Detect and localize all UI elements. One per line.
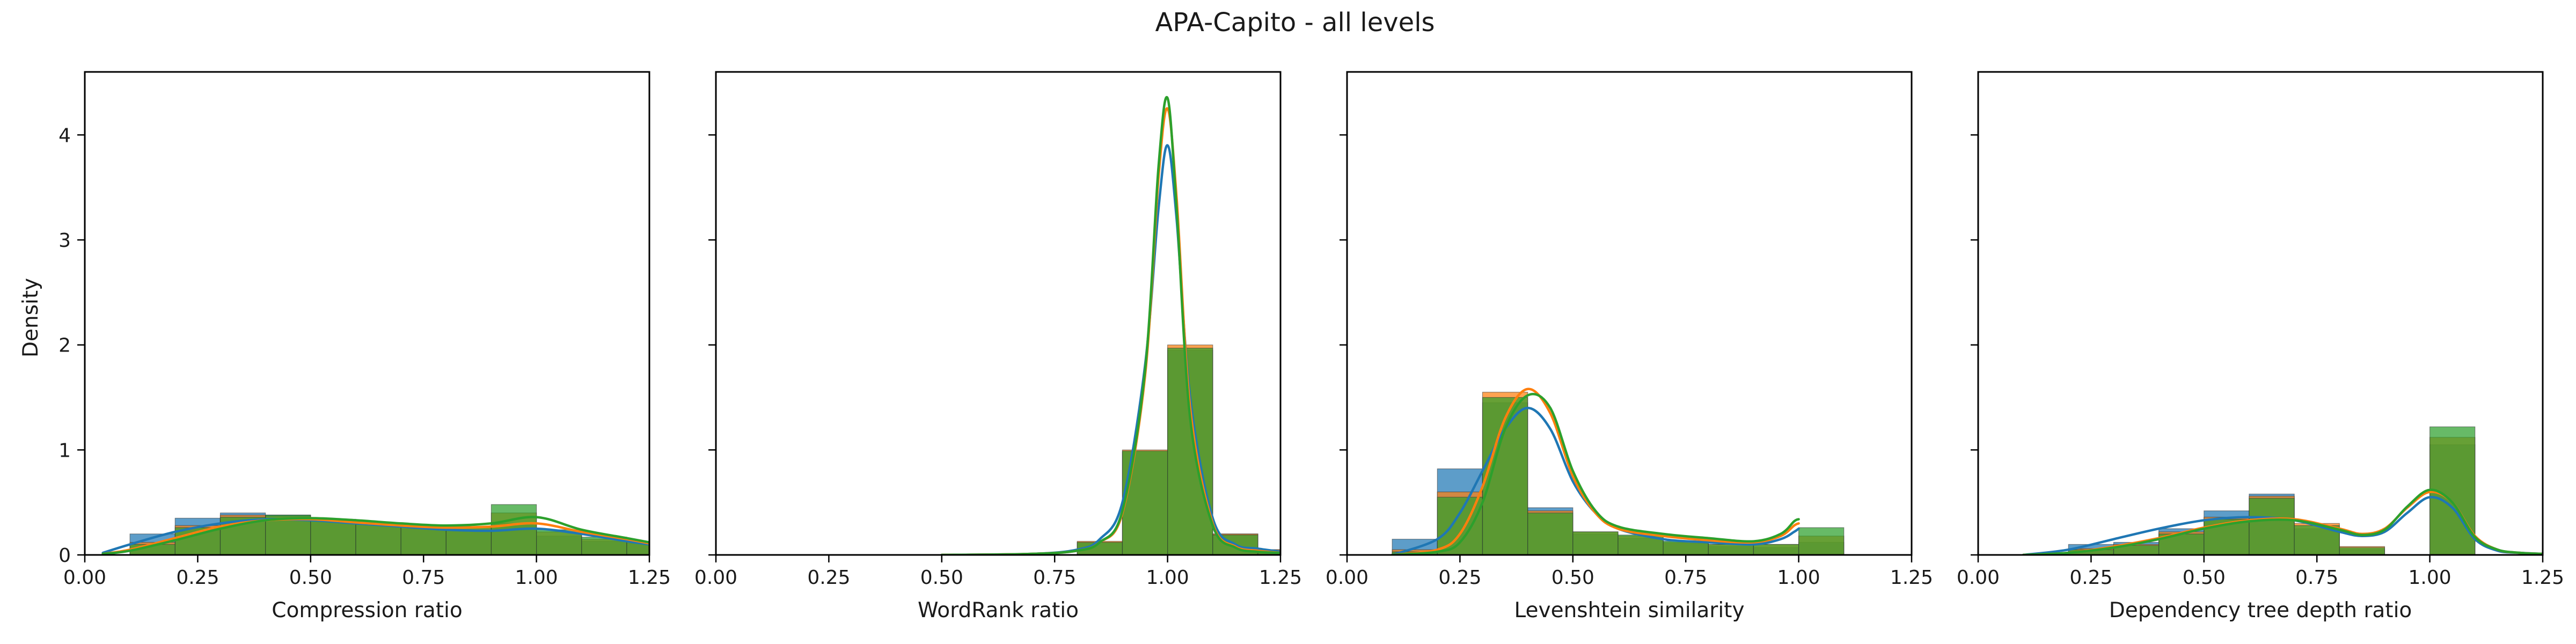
histogram-bar bbox=[1708, 544, 1754, 555]
kde-line bbox=[2022, 488, 2543, 555]
x-axis-label: Compression ratio bbox=[272, 598, 462, 623]
kde-line bbox=[101, 516, 649, 555]
x-tick-label: 0.50 bbox=[289, 567, 332, 589]
kde-line bbox=[2022, 495, 2543, 555]
kde-line bbox=[101, 517, 649, 555]
y-tick-label: 1 bbox=[58, 440, 71, 462]
panel-2: 0.00 0.25 0.50 0.75 1.00 1.25 WordRank ratio bbox=[694, 71, 1302, 623]
x-tick-label: 0.75 bbox=[402, 567, 445, 589]
x-tick-label: 1.25 bbox=[2521, 567, 2564, 589]
panel-3: 0.00 0.25 0.50 0.75 1.00 1.25 Levenshtein simi… bbox=[1326, 71, 1933, 623]
histogram-bar bbox=[2249, 497, 2295, 555]
plot-area bbox=[101, 504, 649, 555]
histogram-bar bbox=[1527, 513, 1574, 555]
x-tick-label: 1.00 bbox=[2409, 567, 2451, 589]
histogram-bar bbox=[310, 518, 356, 555]
x-tick-label: 1.25 bbox=[628, 567, 671, 589]
histogram-bar bbox=[1572, 531, 1619, 555]
kde-line bbox=[1391, 392, 1800, 555]
histogram-bar bbox=[1798, 527, 1845, 555]
y-tick-label: 0 bbox=[58, 545, 71, 567]
kde-line bbox=[940, 107, 1280, 555]
histogram-bar bbox=[1167, 347, 1213, 555]
x-axis-label: Levenshtein similarity bbox=[1514, 598, 1744, 623]
x-tick-label: 0.00 bbox=[1957, 567, 2000, 589]
plot-area bbox=[940, 96, 1280, 555]
y-tick-label: 3 bbox=[58, 230, 71, 252]
x-tick-label: 0.75 bbox=[1033, 567, 1076, 589]
x-tick-label: 0.75 bbox=[1664, 567, 1707, 589]
x-tick-label: 0.00 bbox=[694, 567, 737, 589]
x-tick-label: 0.50 bbox=[920, 567, 963, 589]
x-tick-label: 0.25 bbox=[176, 567, 219, 589]
panel-4: 0.00 0.25 0.50 0.75 1.00 1.25 Dependency tree … bbox=[1957, 71, 2564, 623]
x-tick-label: 0.00 bbox=[63, 567, 106, 589]
panels: 0.00 0.25 0.50 0.75 1.00 1.25 0 1 2 3 4 Compression… bbox=[58, 71, 2564, 623]
kde-line bbox=[1391, 406, 1800, 555]
axes-frame bbox=[1977, 71, 2544, 556]
kde-line bbox=[940, 96, 1280, 555]
figure-title: APA-Capito - all levels bbox=[1155, 8, 1435, 38]
x-tick-label: 0.25 bbox=[2069, 567, 2112, 589]
histogram-bar bbox=[1663, 540, 1709, 555]
histogram-bar bbox=[2339, 547, 2385, 555]
y-axis-label: Density bbox=[19, 278, 43, 357]
axes-frame bbox=[715, 71, 1282, 556]
y-tick-label: 2 bbox=[58, 335, 71, 357]
histogram-bar bbox=[265, 515, 311, 555]
axes-frame bbox=[84, 71, 650, 556]
x-axis-label: WordRank ratio bbox=[918, 598, 1079, 623]
x-tick-label: 1.00 bbox=[1777, 567, 1820, 589]
x-tick-label: 1.25 bbox=[1259, 567, 1302, 589]
axes-frame bbox=[1346, 71, 1913, 556]
x-tick-label: 0.50 bbox=[2183, 567, 2226, 589]
kde-line bbox=[940, 144, 1280, 555]
x-tick-label: 0.75 bbox=[2295, 567, 2338, 589]
x-tick-label: 0.50 bbox=[1552, 567, 1594, 589]
histogram-bar bbox=[1753, 544, 1799, 555]
x-tick-label: 0.25 bbox=[807, 567, 850, 589]
histogram-bar bbox=[355, 523, 401, 555]
x-tick-label: 1.25 bbox=[1890, 567, 1933, 589]
x-tick-label: 0.00 bbox=[1326, 567, 1368, 589]
y-tick-label: 4 bbox=[58, 125, 71, 147]
panel-1: 0.00 0.25 0.50 0.75 1.00 1.25 0 1 2 3 4 Compression… bbox=[58, 71, 671, 623]
x-tick-label: 0.25 bbox=[1438, 567, 1481, 589]
plot-area bbox=[2022, 426, 2543, 555]
plot-area bbox=[1391, 387, 1845, 555]
x-tick-label: 1.00 bbox=[1146, 567, 1189, 589]
x-axis-label: Dependency tree depth ratio bbox=[2109, 598, 2412, 623]
x-tick-label: 1.00 bbox=[515, 567, 558, 589]
